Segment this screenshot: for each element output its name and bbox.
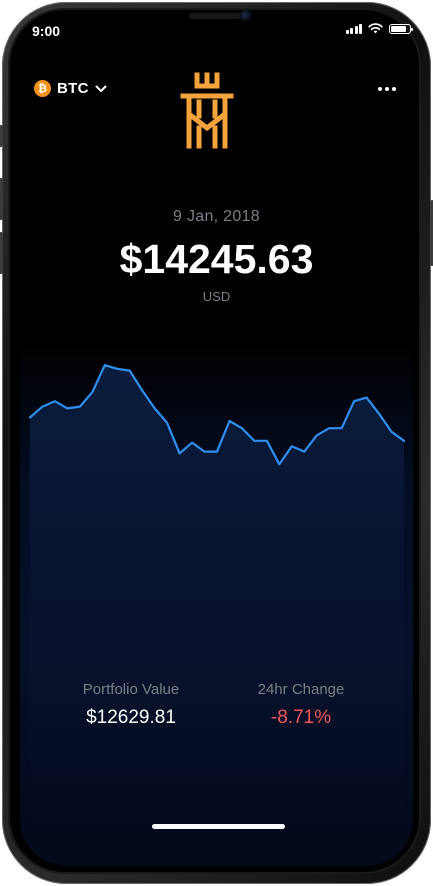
chevron-down-icon: [95, 85, 107, 92]
earpiece-speaker: [189, 13, 241, 19]
portfolio-value: $12629.81: [86, 707, 176, 728]
portfolio-value-label: Portfolio Value: [82, 681, 180, 698]
app-logo: [180, 72, 234, 149]
current-price: $14245.63: [119, 236, 314, 282]
more-options-button[interactable]: [375, 80, 399, 98]
power-button: [430, 200, 433, 266]
volume-up-button: [0, 178, 3, 220]
silent-switch: [0, 125, 3, 147]
change-24hr-value: -8.71%: [270, 707, 332, 728]
more-horizontal-icon: [378, 87, 382, 91]
portfolio-value-stat: Portfolio Value $12629.81: [41, 681, 221, 729]
battery-level: [391, 25, 407, 32]
change-24hr-stat: 24hr Change -8.71%: [211, 681, 391, 729]
change-24hr-label: 24hr Change: [257, 681, 345, 698]
status-time: 9:00: [32, 23, 61, 39]
currency-label: USD: [202, 289, 231, 304]
coin-symbol: BTC: [57, 80, 89, 97]
home-indicator[interactable]: [152, 824, 285, 829]
bitcoin-icon: ₿: [34, 80, 51, 97]
volume-down-button: [0, 232, 3, 274]
coin-selector[interactable]: ₿ BTC: [34, 80, 107, 97]
front-camera: [240, 10, 252, 22]
signal-icon: [345, 23, 362, 34]
price-date: 9 Jan, 2018: [173, 208, 260, 225]
battery-icon: [389, 23, 413, 34]
wifi-icon: [368, 23, 383, 34]
status-icons: [345, 23, 413, 34]
